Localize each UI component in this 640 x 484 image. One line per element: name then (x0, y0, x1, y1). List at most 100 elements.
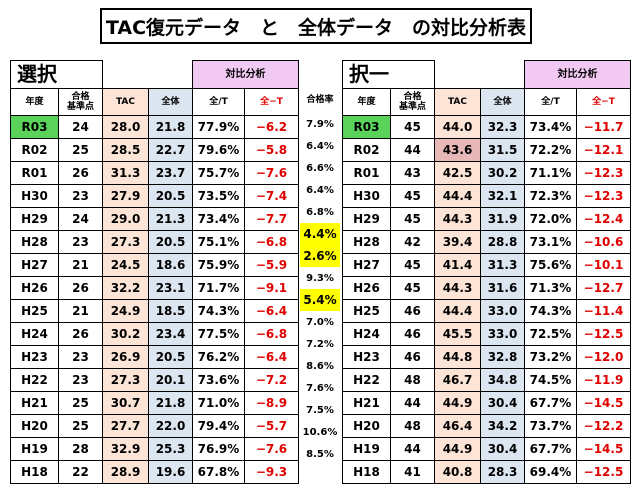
cell: 23.4 (148, 322, 193, 346)
cell: H24 (10, 322, 59, 346)
data-row: H19 28 32.9 25.3 76.9% −7.6 (10, 437, 299, 461)
data-row: 7.0% (300, 311, 340, 333)
cell: 77.9% (192, 115, 245, 139)
column-header: 合格率 (306, 95, 334, 105)
cell: 74.5% (524, 368, 577, 392)
data-row: H25 46 44.4 33.0 74.3% −11.4 (342, 299, 631, 323)
cell: −7.6 (244, 437, 299, 461)
cell: 73.6% (192, 368, 245, 392)
cell: −10.1 (576, 253, 631, 277)
cell: H20 (10, 414, 59, 438)
data-row: H26 26 32.2 23.1 71.7% −9.1 (10, 276, 299, 300)
cell: −10.6 (576, 230, 631, 254)
data-row: R03 45 44.0 32.3 73.4% −11.7 (342, 115, 631, 139)
cell: −12.5 (576, 460, 631, 484)
cell: 45 (390, 253, 435, 277)
data-row: 9.3% (300, 267, 340, 289)
cell: 44.3 (434, 207, 481, 231)
cell: 20.1 (148, 368, 193, 392)
cell: 44 (390, 391, 435, 415)
cell: 23.1 (148, 276, 193, 300)
data-row: 7.9% (300, 113, 340, 135)
cell: 27.7 (102, 414, 149, 438)
column-header: TAC (102, 88, 149, 116)
cell: H21 (342, 391, 391, 415)
column-header: 全体 (148, 88, 193, 116)
data-row: H23 46 44.8 32.8 73.2% −12.0 (342, 345, 631, 369)
cell: 26.9 (102, 345, 149, 369)
cell: 28.0 (102, 115, 149, 139)
cell: 22 (58, 460, 103, 484)
pass-rate: 2.6% (300, 245, 340, 267)
data-row: R02 25 28.5 22.7 79.6% −5.8 (10, 138, 299, 162)
cell: 44.4 (434, 299, 481, 323)
cell: R02 (10, 138, 59, 162)
cell: 44.9 (434, 437, 481, 461)
cell: H29 (342, 207, 391, 231)
cell: 23.7 (148, 161, 193, 185)
cell: R01 (10, 161, 59, 185)
data-row: H23 23 26.9 20.5 76.2% −6.4 (10, 345, 299, 369)
cell: H25 (342, 299, 391, 323)
cell: H22 (10, 368, 59, 392)
blank (435, 61, 481, 89)
cell: 42 (390, 230, 435, 254)
cell: 73.5% (192, 184, 245, 208)
cell: −7.2 (244, 368, 299, 392)
data-row: 6.6% (300, 157, 340, 179)
cell: R03 (342, 115, 391, 139)
cell: 23 (58, 230, 103, 254)
blank (149, 61, 193, 89)
cell: H23 (342, 345, 391, 369)
cell: 21 (58, 253, 103, 277)
cell: 31.9 (480, 207, 525, 231)
cell: 24 (58, 207, 103, 231)
cell: 46 (390, 345, 435, 369)
cell: 77.5% (192, 322, 245, 346)
cell: 34.2 (480, 414, 525, 438)
data-row: 8.5% (300, 443, 340, 465)
cell: 73.4% (524, 115, 577, 139)
pass-rate: 7.5% (306, 404, 334, 416)
cell: 28.8 (480, 230, 525, 254)
data-row: R01 43 42.5 30.2 71.1% −12.3 (342, 161, 631, 185)
cell: 29.0 (102, 207, 149, 231)
cell: 25 (58, 414, 103, 438)
cell: 44.8 (434, 345, 481, 369)
cell: 30.4 (480, 391, 525, 415)
pass-rate: 9.3% (306, 272, 334, 284)
pass-rate: 10.6% (302, 426, 338, 438)
data-row: H20 25 27.7 22.0 79.4% −5.7 (10, 414, 299, 438)
cell: 24 (58, 115, 103, 139)
column-header: TAC (434, 88, 481, 116)
cell: 28.5 (102, 138, 149, 162)
blank (103, 61, 149, 89)
cell: H27 (10, 253, 59, 277)
cell: 73.4% (192, 207, 245, 231)
cell: −5.8 (244, 138, 299, 162)
title: TAC復元データ と 全体データ の対比分析表 (100, 8, 532, 44)
data-row: H22 48 46.7 34.8 74.5% −11.9 (342, 368, 631, 392)
pass-rate: 6.4% (306, 184, 334, 196)
header-row: 合格率 (300, 87, 340, 113)
pass-rate: 5.4% (300, 289, 340, 311)
cell: 73.1% (524, 230, 577, 254)
data-row: R03 24 28.0 21.8 77.9% −6.2 (10, 115, 299, 139)
cell: 32.2 (102, 276, 149, 300)
cell: 25 (58, 391, 103, 415)
column-header: 全体 (480, 88, 525, 116)
blank (481, 61, 525, 89)
header-row: 年度 合格 基準点 TAC 全体 全/T 全−T (342, 88, 631, 116)
pass-rate: 6.8% (306, 206, 334, 218)
data-row: 10.6% (300, 421, 340, 443)
column-header: 全−T (244, 88, 299, 116)
data-row: H29 45 44.3 31.9 72.0% −12.4 (342, 207, 631, 231)
cell: 43 (390, 161, 435, 185)
cell: 23 (58, 345, 103, 369)
cell: 26 (58, 322, 103, 346)
cell: 28.3 (480, 460, 525, 484)
column-header: 年度 (10, 88, 59, 116)
cell: −9.1 (244, 276, 299, 300)
data-row: 6.4% (300, 135, 340, 157)
